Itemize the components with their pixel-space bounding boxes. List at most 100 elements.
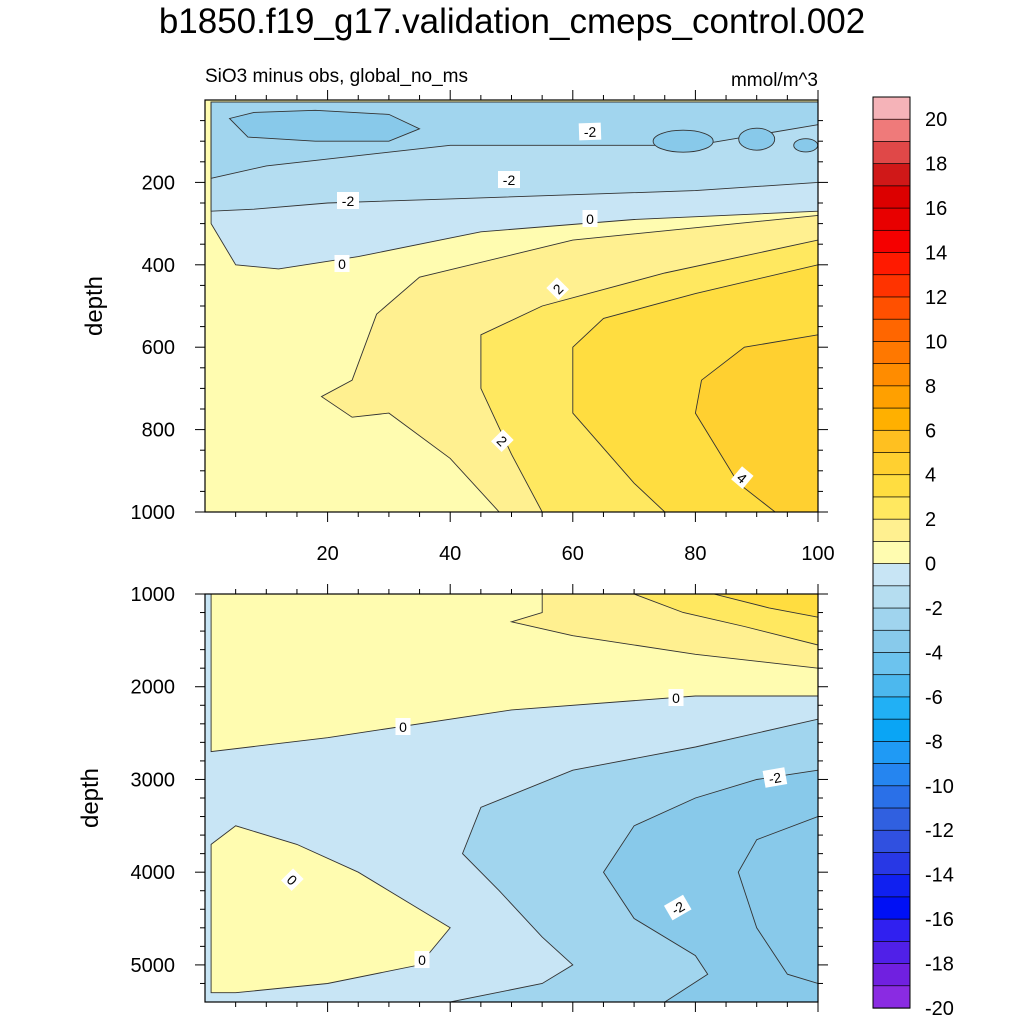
colorbar-cell bbox=[872, 940, 911, 965]
colorbar-cell bbox=[872, 985, 911, 1009]
colorbar-cell bbox=[872, 718, 911, 743]
lower-y-tick-label: 4000 bbox=[131, 862, 176, 884]
upper-contour-blob bbox=[652, 129, 714, 153]
x-tick-label: 40 bbox=[439, 543, 461, 565]
colorbar-cell bbox=[872, 963, 911, 987]
colorbar-cell bbox=[872, 785, 911, 809]
colorbar-cell bbox=[872, 385, 911, 409]
colorbar-cell bbox=[872, 185, 911, 209]
colorbar-cell bbox=[872, 163, 911, 187]
lower-contour-label-bg bbox=[395, 718, 411, 735]
lower-negative-band--2 bbox=[602, 769, 818, 1002]
colorbar-label: -20 bbox=[925, 998, 954, 1020]
colorbar-cell bbox=[872, 496, 911, 520]
lower-contour-label-bg bbox=[414, 951, 430, 968]
colorbar-label: 20 bbox=[925, 109, 947, 131]
colorbar-cell bbox=[872, 452, 911, 476]
colorbar-cell bbox=[872, 96, 911, 120]
colorbar-cell bbox=[872, 652, 911, 676]
lower-contour-label-bg bbox=[663, 894, 692, 921]
colorbar-label: -12 bbox=[925, 820, 954, 842]
colorbar-cell bbox=[872, 363, 911, 387]
colorbar-label: -14 bbox=[925, 865, 954, 887]
upper-contour-label: 4 bbox=[731, 466, 754, 489]
lower-contour-label: -2 bbox=[663, 894, 692, 921]
colorbar-label: 8 bbox=[925, 376, 936, 398]
colorbar-cell bbox=[872, 852, 911, 876]
lower-y-tick-label: 3000 bbox=[131, 769, 176, 791]
colorbar-label: -16 bbox=[925, 909, 954, 931]
lower-contour-label-text: 0 bbox=[672, 690, 680, 706]
lower-y-tick-label: 5000 bbox=[131, 955, 176, 977]
lower-negative-band--3 bbox=[737, 816, 818, 1002]
upper-contour-label-bg bbox=[578, 122, 602, 141]
colorbar-cell bbox=[872, 207, 911, 231]
colorbar-cell bbox=[872, 141, 911, 165]
lower-y-tick-label: 2000 bbox=[131, 677, 176, 699]
upper-contour-label-bg bbox=[334, 255, 350, 272]
colorbar-label: -18 bbox=[925, 954, 954, 976]
lower-contour-label: 0 bbox=[414, 951, 430, 968]
upper-subtitle-left: SiO3 minus obs, global_no_ms bbox=[205, 66, 468, 87]
colorbar-label: 14 bbox=[925, 243, 947, 265]
x-tick-label: 100 bbox=[801, 543, 834, 565]
lower-contour-label-bg bbox=[281, 868, 304, 891]
upper-contour-blob bbox=[793, 138, 818, 153]
lower-contour-label: 0 bbox=[281, 868, 304, 891]
lower-contour-label-bg bbox=[762, 767, 788, 788]
upper-contour-label-text: 0 bbox=[586, 211, 594, 227]
upper-contour-label: -2 bbox=[578, 122, 602, 141]
colorbar-label: 18 bbox=[925, 154, 947, 176]
colorbar-cell bbox=[872, 296, 911, 320]
upper-contour-label-bg bbox=[582, 210, 598, 227]
colorbar-cell bbox=[872, 629, 911, 654]
lower-y-axis-label: depth bbox=[77, 768, 104, 828]
colorbar-cell bbox=[872, 229, 911, 254]
lower-contour-label-bg bbox=[668, 689, 684, 706]
colorbar-label: 16 bbox=[925, 198, 947, 220]
colorbar-cell bbox=[872, 274, 911, 298]
colorbar-cell bbox=[872, 518, 911, 543]
upper-contour-label-bg bbox=[546, 277, 569, 300]
colorbar-cell bbox=[872, 118, 911, 143]
lower-contour-label-text: 0 bbox=[418, 952, 426, 968]
colorbar-cell bbox=[872, 918, 911, 942]
upper-contour-label: 2 bbox=[491, 429, 514, 452]
upper-contour-label: 2 bbox=[546, 277, 569, 300]
colorbar-label: 4 bbox=[925, 465, 936, 487]
upper-contour-label-text: -2 bbox=[342, 193, 355, 209]
figure-title: b1850.f19_g17.validation_cmeps_control.0… bbox=[158, 2, 866, 41]
upper-y-tick-label: 200 bbox=[142, 172, 175, 194]
colorbar-cell bbox=[872, 318, 911, 343]
colorbar-label: 6 bbox=[925, 420, 936, 442]
lower-positive-region-3 bbox=[713, 594, 818, 618]
colorbar-cell bbox=[872, 429, 911, 454]
upper-y-tick-label: 600 bbox=[142, 337, 175, 359]
upper-contour-label-bg bbox=[337, 192, 359, 209]
upper-y-tick-label: 400 bbox=[142, 255, 175, 277]
colorbar-frame bbox=[872, 96, 911, 1009]
upper-contour-label-bg bbox=[491, 429, 514, 452]
colorbar-cell bbox=[872, 696, 911, 720]
colorbar-cell bbox=[872, 607, 911, 631]
lower-contour-label-text: -2 bbox=[767, 769, 782, 787]
upper-contour-label-text: -2 bbox=[503, 172, 516, 188]
colorbar-label: 0 bbox=[925, 554, 936, 576]
upper-y-tick-label: 1000 bbox=[131, 502, 176, 524]
colorbar-cell bbox=[872, 741, 911, 765]
colorbar-label: 10 bbox=[925, 331, 947, 353]
colorbar-label: 2 bbox=[925, 509, 936, 531]
colorbar-cell bbox=[872, 829, 911, 854]
colorbar-cell bbox=[872, 807, 911, 831]
lower-contour-label-text: 0 bbox=[399, 719, 407, 735]
lower-y-tick-label: 1000 bbox=[131, 584, 176, 606]
lower-contour-label: 0 bbox=[668, 689, 684, 706]
upper-contour-label: -2 bbox=[498, 171, 520, 188]
upper-contour-label: 0 bbox=[582, 210, 598, 227]
colorbar-cell bbox=[872, 563, 911, 587]
upper-contour-label-bg bbox=[731, 466, 754, 489]
upper-contour-label-text: 0 bbox=[338, 256, 346, 272]
colorbar-label: -2 bbox=[925, 598, 943, 620]
